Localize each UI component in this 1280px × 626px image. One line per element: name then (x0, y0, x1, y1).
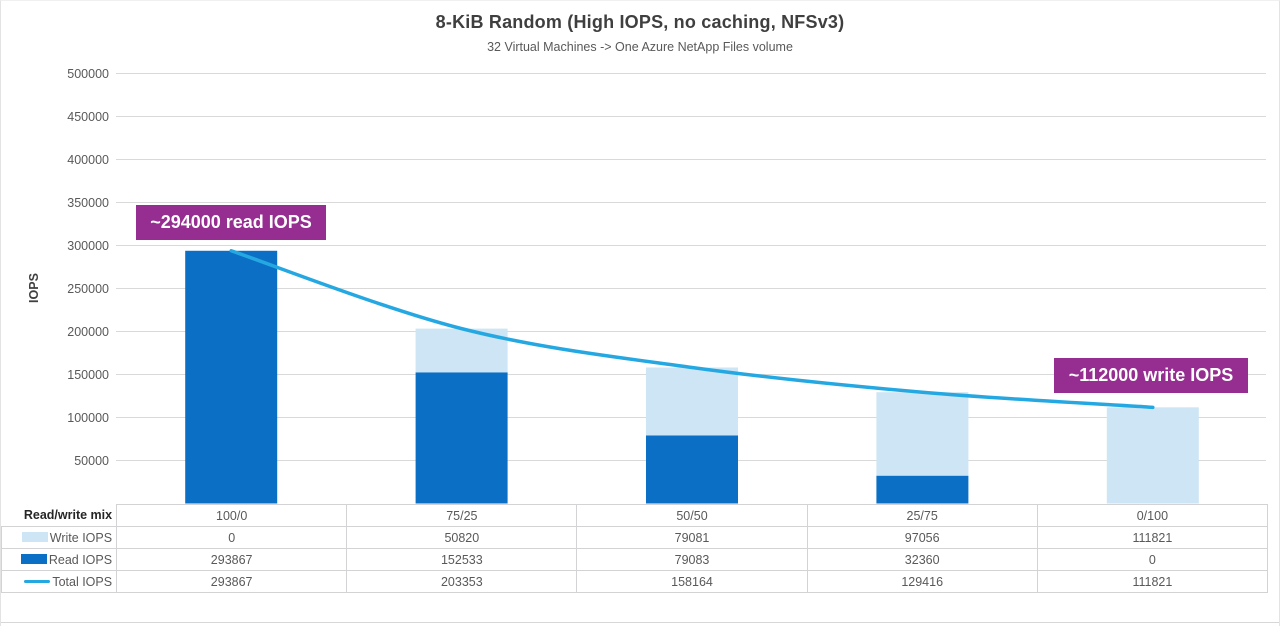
bar-write-iops (876, 392, 969, 476)
y-tick-label: 250000 (67, 281, 109, 296)
y-tick-label: 350000 (67, 195, 109, 210)
write-iops-annotation: ~112000 write IOPS (1054, 358, 1248, 393)
category-cell: 0/100 (1036, 504, 1269, 527)
value-cell: 32360 (806, 548, 1038, 571)
value-cell: 111821 (1036, 526, 1269, 549)
bar-read-iops (185, 250, 278, 504)
value-cell: 50820 (346, 526, 578, 549)
value-cell: 0 (116, 526, 348, 549)
read-iops-legend-swatch-icon (20, 554, 47, 565)
value-cell: 129416 (806, 570, 1038, 593)
y-tick-label: 200000 (67, 324, 109, 339)
category-cell: 25/75 (806, 504, 1038, 527)
y-tick-label: 400000 (67, 152, 109, 167)
data-table: Read/write mix 100/0 75/25 50/50 25/75 0/100 W… (1, 504, 1269, 593)
write-iops-legend-swatch-icon (21, 532, 48, 543)
table-header-row: Read/write mix 100/0 75/25 50/50 25/75 0/100 (1, 504, 1269, 527)
y-tick-label: 100000 (67, 410, 109, 425)
value-cell: 293867 (116, 570, 348, 593)
y-tick-label: 50000 (74, 453, 109, 468)
bar-write-iops (646, 367, 738, 436)
total-iops-legend-swatch-icon (24, 579, 51, 583)
y-tick-label: 450000 (67, 109, 109, 124)
value-cell: 152533 (346, 548, 578, 571)
mix-row-header: Read/write mix (1, 504, 118, 527)
line-total-iops (229, 249, 1155, 410)
value-cell: 158164 (576, 570, 808, 593)
category-cell: 75/25 (346, 504, 578, 527)
y-tick-label: 500000 (67, 66, 109, 81)
bar-read-iops (415, 372, 508, 504)
y-tick-label: 300000 (67, 238, 109, 253)
y-tick-label: 150000 (67, 367, 109, 382)
value-cell: 79081 (576, 526, 808, 549)
value-cell: 203353 (346, 570, 578, 593)
table-row-total-iops: Total IOPS 293867 203353 158164 129416 111821 (1, 570, 1269, 593)
series-label-cell: Total IOPS (1, 570, 118, 593)
value-cell: 79083 (576, 548, 808, 571)
category-cell: 100/0 (116, 504, 348, 527)
value-cell: 111821 (1036, 570, 1269, 593)
series-label-cell: Write IOPS (1, 526, 118, 549)
series-label: Write IOPS (49, 530, 113, 545)
bottom-divider (1, 622, 1279, 623)
table-row-read-iops: Read IOPS 293867 152533 79083 32360 0 (1, 548, 1269, 571)
category-cell: 50/50 (576, 504, 808, 527)
value-cell: 293867 (116, 548, 348, 571)
bar-read-iops (646, 435, 738, 504)
bar-write-iops (1106, 407, 1199, 504)
value-cell: 0 (1036, 548, 1269, 571)
read-iops-annotation: ~294000 read IOPS (136, 205, 326, 240)
series-label: Read IOPS (48, 552, 113, 567)
series-label: Total IOPS (52, 574, 113, 589)
table-row-write-iops: Write IOPS 0 50820 79081 97056 111821 (1, 526, 1269, 549)
value-cell: 97056 (806, 526, 1038, 549)
chart-subtitle: 32 Virtual Machines -> One Azure NetApp … (487, 40, 793, 54)
chart-canvas (116, 73, 1266, 504)
bar-read-iops (876, 475, 969, 504)
series-label-cell: Read IOPS (1, 548, 118, 571)
chart-title: 8-KiB Random (High IOPS, no caching, NFS… (435, 12, 845, 32)
